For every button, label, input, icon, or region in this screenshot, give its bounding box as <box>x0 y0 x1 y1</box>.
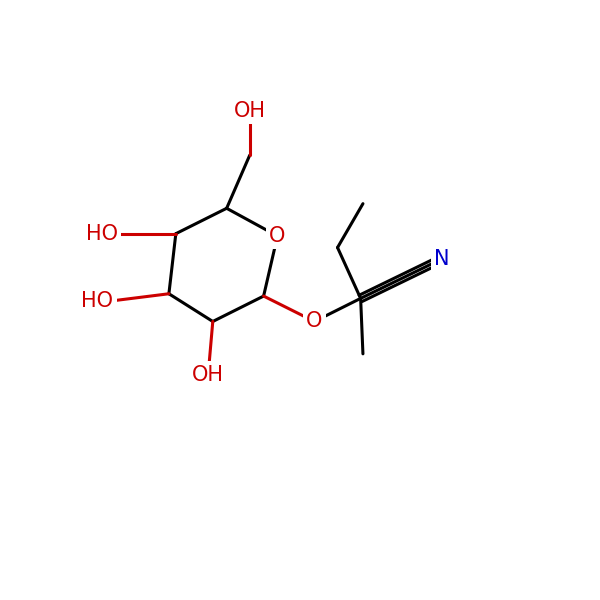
Text: OH: OH <box>192 365 224 385</box>
Text: O: O <box>269 226 286 246</box>
Text: O: O <box>306 311 323 331</box>
Text: HO: HO <box>82 290 113 311</box>
Text: N: N <box>434 249 449 269</box>
Text: HO: HO <box>86 224 118 244</box>
Text: OH: OH <box>234 101 266 121</box>
